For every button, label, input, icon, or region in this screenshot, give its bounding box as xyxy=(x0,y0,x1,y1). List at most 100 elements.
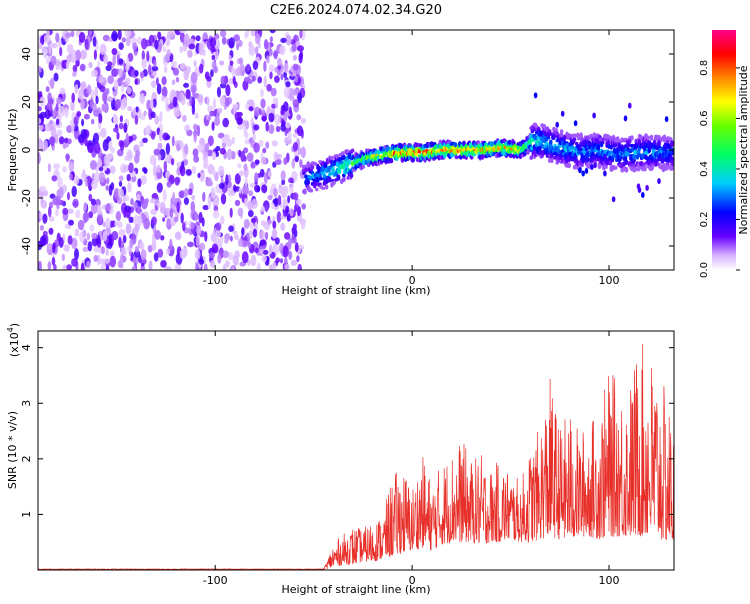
noise-blob xyxy=(225,139,233,147)
noise-blob xyxy=(91,119,95,125)
signal-blob xyxy=(596,144,601,151)
noise-blob xyxy=(140,266,146,270)
noise-blob xyxy=(88,211,94,219)
signal-blob xyxy=(646,135,650,141)
noise-blob xyxy=(269,71,273,80)
noise-blob xyxy=(89,160,97,170)
noise-blob xyxy=(149,98,154,110)
noise-blob xyxy=(256,262,261,270)
noise-blob xyxy=(270,87,277,97)
noise-blob xyxy=(77,134,85,144)
noise-blob xyxy=(74,84,79,95)
noise-blob xyxy=(275,153,283,159)
noise-blob xyxy=(67,208,74,215)
noise-blob xyxy=(180,212,184,224)
noise-blob xyxy=(195,35,201,42)
signal-blob xyxy=(349,172,354,179)
signal-blob xyxy=(554,128,558,132)
signal-blob xyxy=(414,152,419,157)
noise-blob xyxy=(54,195,61,205)
noise-blob xyxy=(214,116,221,126)
noise-blob xyxy=(246,152,254,162)
noise-blob xyxy=(139,241,145,251)
noise-blob xyxy=(122,234,127,244)
spectrogram-y-tick-label: 20 xyxy=(20,95,33,109)
signal-blob xyxy=(662,137,667,143)
noise-blob xyxy=(211,243,219,254)
noise-blob xyxy=(157,142,163,150)
signal-blob xyxy=(528,138,532,145)
signal-burst xyxy=(590,164,594,170)
noise-blob xyxy=(254,172,259,183)
noise-blob xyxy=(72,71,77,77)
noise-blob xyxy=(296,114,302,121)
noise-blob xyxy=(118,180,123,187)
noise-blob xyxy=(247,242,252,249)
noise-blob xyxy=(43,34,51,44)
noise-blob xyxy=(289,95,295,102)
noise-blob xyxy=(272,229,277,239)
noise-blob xyxy=(213,65,218,74)
signal-blob xyxy=(643,165,647,172)
noise-blob xyxy=(83,113,90,120)
noise-blob xyxy=(171,90,177,97)
noise-blob xyxy=(71,92,75,104)
noise-blob xyxy=(260,98,266,109)
noise-blob xyxy=(81,118,85,127)
noise-blob xyxy=(66,192,71,201)
noise-blob xyxy=(100,246,106,255)
noise-blob xyxy=(38,152,41,164)
spectrogram-chart: -100 0 100 -40 -20 0 20 40 Height of straight l… xyxy=(6,29,675,297)
noise-blob xyxy=(86,232,91,241)
noise-blob xyxy=(224,238,229,244)
noise-blob xyxy=(207,135,214,147)
noise-blob xyxy=(269,244,273,255)
signal-blob xyxy=(367,163,371,168)
noise-blob xyxy=(48,227,54,235)
noise-blob xyxy=(169,207,174,219)
signal-blob xyxy=(544,142,549,146)
noise-blob xyxy=(188,43,196,50)
signal-blob xyxy=(619,155,623,160)
noise-blob xyxy=(146,99,152,111)
noise-blob xyxy=(229,235,233,242)
noise-blob xyxy=(259,230,266,240)
noise-blob xyxy=(103,154,111,166)
noise-blob xyxy=(98,76,104,84)
noise-blob xyxy=(296,199,302,206)
noise-blob xyxy=(297,147,302,155)
noise-blob xyxy=(237,238,244,247)
signal-burst xyxy=(584,167,589,174)
noise-blob xyxy=(252,228,258,238)
noise-blob xyxy=(82,211,90,223)
noise-blob xyxy=(211,54,216,61)
signal-burst xyxy=(657,178,661,185)
signal-blob xyxy=(302,171,306,175)
noise-blob xyxy=(228,55,232,61)
snr-y-tick-label: 2 xyxy=(20,455,33,462)
signal-blob xyxy=(342,176,346,182)
noise-blob xyxy=(118,175,124,181)
noise-blob xyxy=(146,50,150,62)
noise-blob xyxy=(150,131,156,140)
noise-blob xyxy=(222,141,226,150)
noise-blob xyxy=(162,217,166,222)
snr-x-tick-label: -100 xyxy=(203,574,228,587)
noise-blob xyxy=(189,95,193,106)
noise-blob xyxy=(246,63,251,72)
signal-blob xyxy=(400,156,405,163)
noise-blob xyxy=(143,167,148,174)
noise-blob xyxy=(273,197,279,207)
noise-blob xyxy=(163,160,167,173)
signal-burst xyxy=(578,167,582,174)
noise-blob xyxy=(191,104,196,115)
signal-blob xyxy=(670,142,674,147)
noise-blob xyxy=(242,119,247,128)
noise-blob xyxy=(264,231,269,241)
noise-blob xyxy=(127,181,132,193)
noise-blob xyxy=(174,216,178,223)
noise-blob xyxy=(260,88,264,98)
noise-blob xyxy=(50,55,57,66)
noise-blob xyxy=(212,210,220,219)
snr-chart: -100 0 100 1 2 3 4 Height of straight line (km… xyxy=(6,323,675,596)
